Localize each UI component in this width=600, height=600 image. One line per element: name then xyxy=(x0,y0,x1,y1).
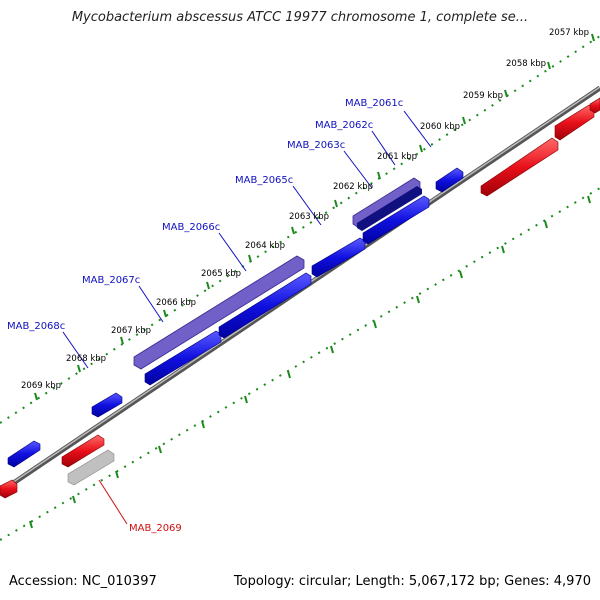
gene-pseudo[interactable] xyxy=(67,449,115,486)
gene-reverse[interactable] xyxy=(144,330,222,386)
ruler-tick-label: 2063 kbp xyxy=(289,212,329,222)
ruler-tick-label: 2067 kbp xyxy=(111,326,151,336)
gene-forward[interactable] xyxy=(0,479,18,499)
gene-label-mab-2065c[interactable]: MAB_2065c xyxy=(235,175,293,186)
gene-reverse[interactable] xyxy=(7,440,41,468)
gene-reverse[interactable] xyxy=(362,195,430,245)
ruler-tick-label: 2062 kbp xyxy=(333,182,373,192)
gene-reverse-dark[interactable] xyxy=(357,186,422,231)
reverse-strand-genes[interactable] xyxy=(7,167,464,468)
gene-label-mab-2066c[interactable]: MAB_2066c xyxy=(162,222,220,233)
gene-forward[interactable] xyxy=(589,97,600,114)
gene-label-mab-2062c[interactable]: MAB_2062c xyxy=(315,120,373,131)
gene-label-mab-2063c[interactable]: MAB_2063c xyxy=(287,140,345,151)
gene-reverse-highlight[interactable] xyxy=(133,255,305,370)
inner-ruler-line xyxy=(0,187,600,541)
gene-label-mab-2067c[interactable]: MAB_2067c xyxy=(82,275,140,286)
ruler-tick-label: 2068 kbp xyxy=(66,354,106,364)
ruler-tick-label: 2059 kbp xyxy=(463,91,503,101)
ruler-tick-label: 2061 kbp xyxy=(377,152,417,162)
ruler-tick-label: 2060 kbp xyxy=(420,122,460,132)
genome-stats-text: Topology: circular; Length: 5,067,172 bp… xyxy=(233,574,591,589)
gene-reverse[interactable] xyxy=(311,237,366,278)
gene-reverse[interactable] xyxy=(91,392,123,418)
ruler-tick-marks xyxy=(29,33,595,529)
gene-label-mab-2061c[interactable]: MAB_2061c xyxy=(345,98,403,109)
gene-forward[interactable] xyxy=(480,137,559,197)
gene-label-mab-2069[interactable]: MAB_2069 xyxy=(129,523,182,534)
forward-strand-genes[interactable] xyxy=(0,97,600,499)
ruler-tick-label: 2058 kbp xyxy=(506,59,546,69)
ruler-tick-label: 2064 kbp xyxy=(245,241,285,251)
gene-reverse[interactable] xyxy=(435,167,464,193)
label-leader-lines xyxy=(62,110,432,525)
gene-forward[interactable] xyxy=(554,104,595,141)
ruler-tick-label: 2057 kbp xyxy=(549,28,589,38)
gene-label-mab-2068c[interactable]: MAB_2068c xyxy=(7,321,65,332)
ruler-tick-label: 2066 kbp xyxy=(156,298,196,308)
accession-text: Accession: NC_010397 xyxy=(9,574,157,589)
gene-reverse[interactable] xyxy=(218,272,312,339)
outer-ruler-line xyxy=(0,35,600,424)
ruler-tick-label: 2069 kbp xyxy=(21,381,61,391)
map-title: Mycobacterium abscessus ATCC 19977 chrom… xyxy=(71,10,529,25)
ruler-tick-label: 2065 kbp xyxy=(201,269,241,279)
gene-forward[interactable] xyxy=(61,434,105,468)
